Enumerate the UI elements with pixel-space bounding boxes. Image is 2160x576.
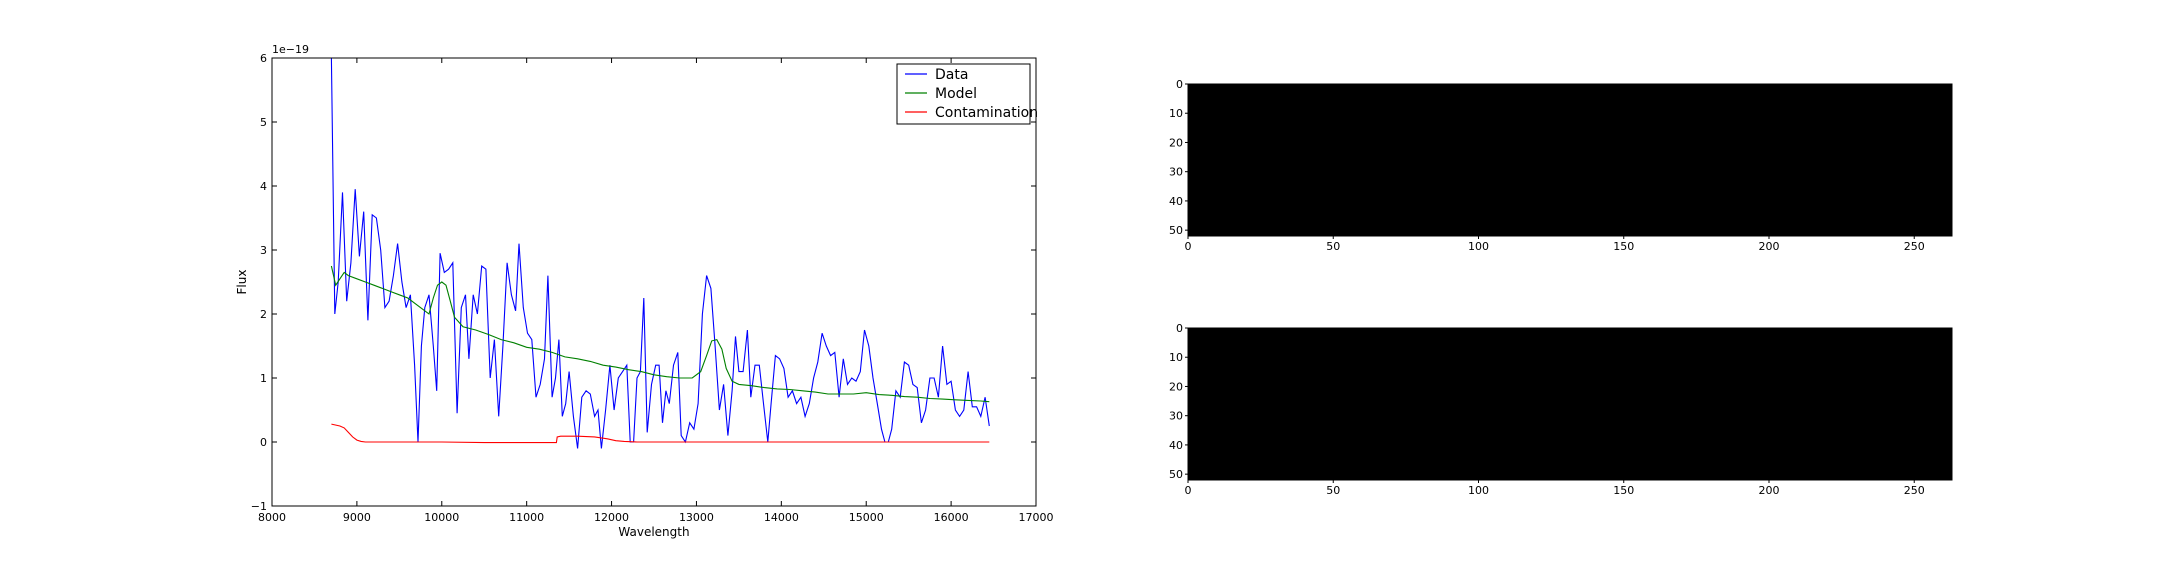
y-tick-label: 0 [260,436,267,449]
x-tick-label: 0 [1185,240,1192,253]
x-axis-label: Wavelength [618,525,689,539]
x-tick-label: 14000 [764,511,799,524]
x-tick-label: 15000 [849,511,884,524]
x-tick-label: 200 [1758,240,1779,253]
y-tick-label: 0 [1176,322,1183,335]
x-tick-label: 11000 [509,511,544,524]
y-axis-label: Flux [235,270,249,295]
x-tick-label: 100 [1468,240,1489,253]
series-line-model [330,265,990,403]
y-tick-label: 30 [1169,410,1183,423]
spectrum-plot: 8000 9000 10000 11000 12000 13000 14000 15000 16… [235,43,1054,539]
x-tick-label: 250 [1904,240,1925,253]
x-tick-label: 50 [1326,240,1340,253]
y-tick-label: 20 [1169,136,1183,149]
x-tick-label: 9000 [343,511,371,524]
y-tick-label: 4 [260,180,267,193]
y-tick-label: 0 [1176,78,1183,91]
series-line-data [330,58,990,449]
x-tick-label: 200 [1758,484,1779,497]
y-tick-label: 1 [260,372,267,385]
y-tick-label: 40 [1169,439,1183,452]
y-tick-label: 6 [260,52,267,65]
y-tick-label: 20 [1169,380,1183,393]
y-tick-label: 2 [260,308,267,321]
y-tick-label: 50 [1169,468,1183,481]
y-tick-label: 50 [1169,224,1183,237]
y-tick-label: 5 [260,116,267,129]
legend-label-data: Data [935,67,968,83]
y-tick-label: 40 [1169,195,1183,208]
plot-area [272,58,1036,506]
y-offset-text: 1e−19 [272,43,309,56]
x-tick-label: 50 [1326,484,1340,497]
x-tick-label: 250 [1904,484,1925,497]
x-tick-label: 150 [1613,240,1634,253]
image-area [1187,83,1953,237]
y-tick-label: 10 [1169,107,1183,120]
legend-label-model: Model [935,86,977,102]
legend: Data Model Contamination [896,63,1038,125]
x-tick-label: 0 [1185,484,1192,497]
x-tick-label: 100 [1468,484,1489,497]
y-tick-label: −1 [251,500,267,513]
series-line-contamination [331,423,990,444]
x-tick-label: 16000 [934,511,969,524]
x-tick-label: 12000 [594,511,629,524]
x-tick-label: 13000 [679,511,714,524]
x-tick-label: 150 [1613,484,1634,497]
y-tick-label: 10 [1169,351,1183,364]
legend-label-contamination: Contamination [935,105,1038,121]
x-tick-label: 8000 [258,511,286,524]
y-tick-label: 30 [1169,166,1183,179]
x-tick-label: 17000 [1019,511,1054,524]
x-tick-label: 10000 [424,511,459,524]
image-area [1187,327,1953,481]
y-tick-label: 3 [260,244,267,257]
plot-frame [271,57,1037,507]
